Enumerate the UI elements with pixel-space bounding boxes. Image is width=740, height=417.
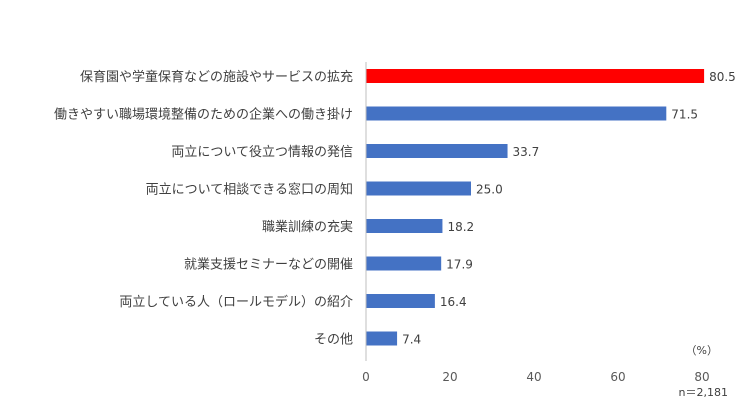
- value-label-3: 25.0: [476, 183, 503, 197]
- category-label-5: 就業支援セミナーなどの開催: [184, 257, 353, 273]
- category-label-2: 両立について役立つ情報の発信: [171, 145, 353, 160]
- bar-6: [366, 294, 435, 308]
- bar-0: [366, 69, 705, 83]
- bar-3: [366, 181, 471, 196]
- x-tick-labels: 0 20 40 60 80: [362, 370, 709, 384]
- value-label-6: 16.4: [440, 295, 467, 309]
- value-label-1: 71.5: [671, 108, 698, 122]
- bar-4: [366, 219, 443, 233]
- bar-7: [366, 331, 398, 346]
- bar-2: [366, 144, 508, 158]
- value-label-4: 18.2: [447, 220, 474, 234]
- x-tick-2: 40: [526, 370, 541, 384]
- unit-label: （%）: [686, 344, 718, 357]
- value-label-7: 7.4: [402, 333, 421, 347]
- x-tick-4: 80: [694, 370, 709, 384]
- x-tick-0: 0: [362, 370, 370, 384]
- category-label-4: 職業訓練の充実: [262, 219, 353, 235]
- category-label-7: その他: [314, 333, 353, 348]
- category-labels: 保育園や学童保育などの施設やサービスの拡充働きやすい職場環境整備のための企業への…: [54, 69, 353, 348]
- bar-5: [366, 256, 442, 271]
- category-label-3: 両立について相談できる窓口の周知: [146, 182, 353, 198]
- category-label-0: 保育園や学童保育などの施設やサービスの拡充: [80, 69, 353, 85]
- x-tick-1: 20: [442, 370, 457, 384]
- x-tick-3: 60: [610, 370, 625, 384]
- value-label-0: 80.5: [709, 70, 736, 84]
- value-label-5: 17.9: [446, 258, 473, 272]
- sample-size-note: n＝2,181: [679, 386, 728, 399]
- bar-1: [366, 106, 667, 121]
- value-label-2: 33.7: [513, 145, 540, 159]
- value-labels: 80.5 71.5 33.7 25.0 18.2 17.9 16.4 7.4: [402, 70, 736, 347]
- bars-layer: [366, 69, 705, 346]
- category-label-6: 両立している人（ロールモデル）の紹介: [119, 294, 353, 310]
- category-label-1: 働きやすい職場環境整備のための企業への働き掛け: [54, 107, 353, 123]
